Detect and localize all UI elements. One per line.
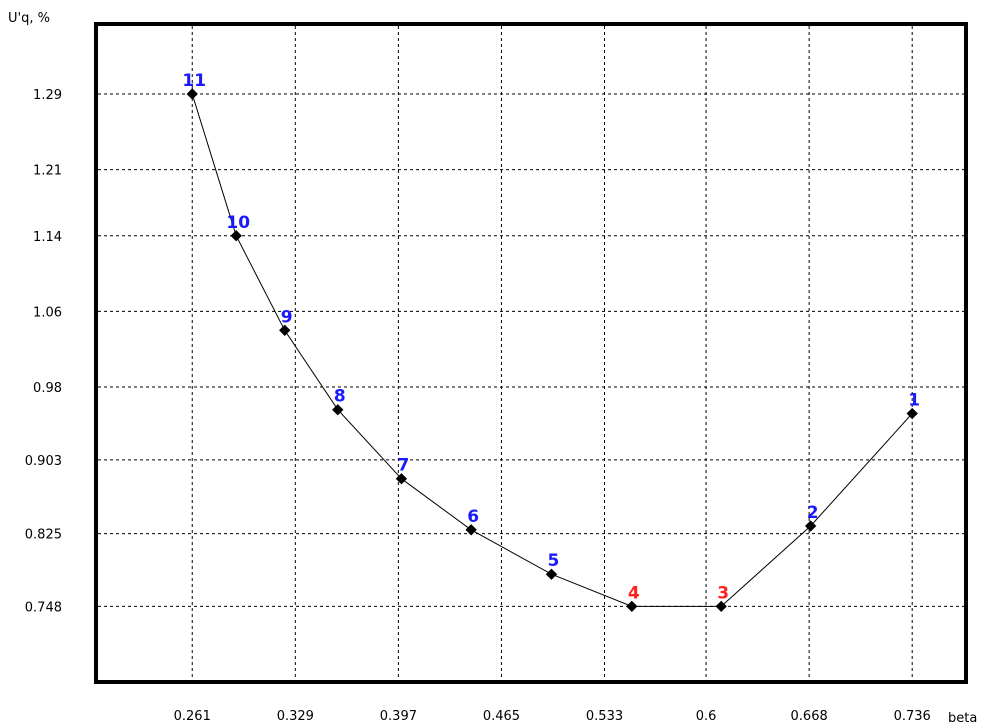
series-line [191,93,913,607]
x-tick-label: 0.6 [696,709,717,724]
x-tick-label: 0.329 [277,709,314,724]
x-tick-label: 0.397 [380,709,417,724]
grid-layer [98,26,964,680]
x-tick-label: 0.465 [483,709,520,724]
y-tick-label: 1.21 [33,164,62,179]
y-tick-label: 1.29 [33,88,62,103]
data-point-label: 5 [548,551,560,571]
x-tick-label: 0.736 [894,709,931,724]
y-tick-label: 0.825 [25,528,62,543]
y-axis-title: U'q, % [8,11,50,26]
data-point-label: 9 [281,307,293,327]
x-tick-label: 0.533 [586,709,623,724]
data-point [332,404,344,416]
data-point [279,324,291,336]
data-point-label: 4 [628,583,640,603]
plot-frame [94,22,968,684]
data-point-label: 7 [397,456,409,476]
data-point-label: 2 [807,503,819,523]
data-point [230,230,242,242]
x-tick-label: 0.261 [174,709,211,724]
y-tick-label: 0.98 [33,381,62,396]
y-tick-label: 0.903 [25,454,62,469]
data-point [804,520,817,532]
tick-layer: 0.261 0.329 0.397 0.465 0.533 0.6 0.668 0.736 1.… [25,88,931,724]
data-point [626,600,638,613]
y-tick-label: 1.06 [33,305,62,320]
data-point-label: 11 [182,71,206,91]
data-point-label: 6 [467,507,479,527]
data-point [465,524,477,536]
data-point [906,407,918,420]
y-tick-label: 1.14 [33,230,62,245]
x-tick-label: 0.668 [791,709,828,724]
data-point-label: 1 [908,391,920,411]
data-point [545,568,558,580]
data-point-label: 8 [334,387,346,407]
data-point-label: 3 [717,583,729,603]
data-point-label: 10 [226,213,250,233]
x-axis-title: beta [948,711,977,724]
data-point [395,473,408,485]
data-point [715,600,727,613]
y-tick-label: 0.748 [25,600,62,615]
